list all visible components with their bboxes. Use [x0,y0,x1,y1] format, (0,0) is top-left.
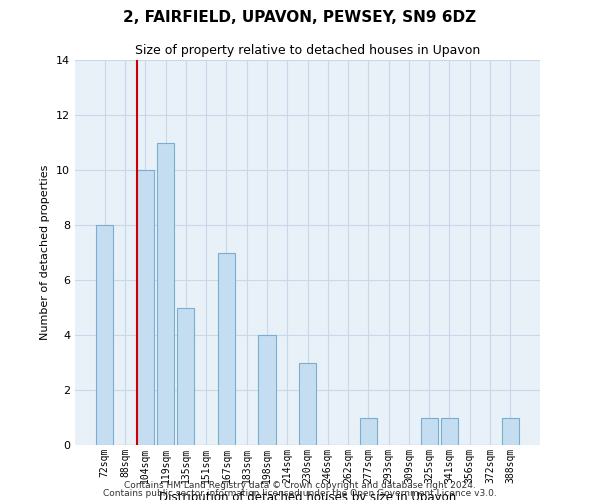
Bar [157,142,174,445]
Bar [259,335,275,445]
Bar [299,362,316,445]
Bar [96,225,113,445]
Y-axis label: Number of detached properties: Number of detached properties [40,165,50,340]
Bar [421,418,438,445]
Text: Contains HM Land Registry data © Crown copyright and database right 2024.: Contains HM Land Registry data © Crown c… [124,481,476,490]
Title: Size of property relative to detached houses in Upavon: Size of property relative to detached ho… [135,44,480,58]
Text: Contains public sector information licensed under the Open Government Licence v3: Contains public sector information licen… [103,488,497,498]
Bar [441,418,458,445]
Text: 2, FAIRFIELD, UPAVON, PEWSEY, SN9 6DZ: 2, FAIRFIELD, UPAVON, PEWSEY, SN9 6DZ [124,10,476,25]
Bar [218,252,235,445]
Bar [502,418,519,445]
Bar [137,170,154,445]
Bar [177,308,194,445]
X-axis label: Distribution of detached houses by size in Upavon: Distribution of detached houses by size … [159,492,456,500]
Bar [360,418,377,445]
